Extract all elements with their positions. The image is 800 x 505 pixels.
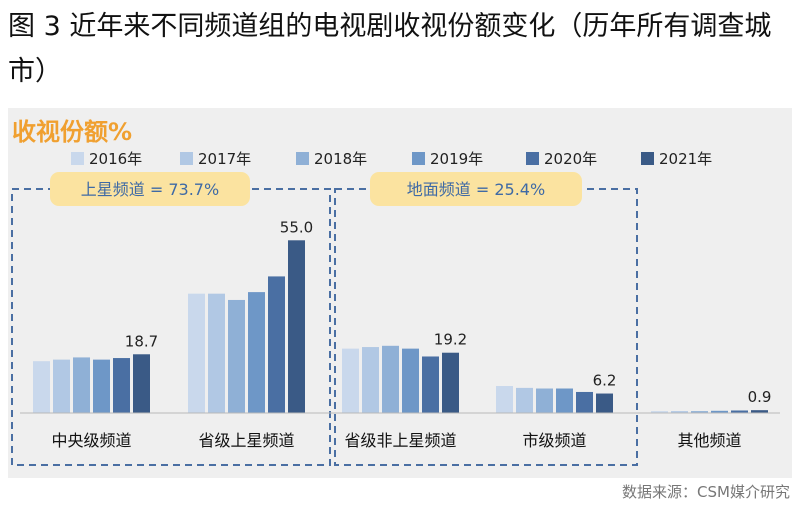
legend-swatch-1 [180,152,193,165]
data-label-2: 19.2 [434,331,467,349]
bar-3-2 [536,388,553,413]
legend-swatch-2 [296,152,309,165]
legend-label-0: 2016年 [89,150,142,168]
category-label-3: 市级频道 [522,431,586,450]
bar-1-3 [248,292,265,413]
bar-1-1 [208,293,225,413]
bar-1-4 [268,276,285,413]
bar-2-4 [422,356,439,413]
bar-2-3 [402,348,419,413]
annotation-text-0: 上星频道 = 73.7% [81,180,219,199]
bar-3-3 [556,388,573,413]
annotation-pill-0 [50,172,250,206]
bar-3-0 [496,385,513,413]
bar-2-2 [382,345,399,413]
legend-label-2: 2018年 [314,150,367,168]
bar-3-1 [516,387,533,413]
bar-2-5 [442,352,459,413]
legend-swatch-5 [641,152,654,165]
bar-1-5 [288,240,305,413]
bar-1-0 [188,293,205,413]
data-label-1: 55.0 [280,218,313,236]
chart-title: 收视份额% [12,118,132,146]
figure-title: 图 3 近年来不同频道组的电视剧收视份额变化（历年所有调查城市） [8,11,772,87]
chart-panel: 收视份额% 2016年 2017年 2018年 2019年 2020年 2021年上星频道 … [8,108,792,478]
bar-4-1 [671,411,688,413]
bar-1-2 [228,299,245,413]
bar-0-2 [73,357,90,413]
bar-0-4 [113,358,130,413]
category-label-4: 其他频道 [677,431,741,450]
legend-swatch-4 [526,152,539,165]
bar-4-4 [731,410,748,413]
data-label-3: 6.2 [593,372,617,390]
bar-chart: 收视份额% 2016年 2017年 2018年 2019年 2020年 2021年上星频道 … [11,118,780,466]
legend-swatch-0 [71,152,84,165]
legend-label-5: 2021年 [659,150,712,168]
group-box-1 [334,188,638,466]
legend-label-4: 2020年 [544,150,597,168]
category-label-2: 省级非上星频道 [344,431,456,450]
legend-swatch-3 [412,152,425,165]
category-label-0: 中央级频道 [51,431,131,450]
data-label-4: 0.9 [748,388,772,406]
legend-label-1: 2017年 [198,150,251,168]
bar-3-4 [576,391,593,413]
annotation-text-1: 地面频道 = 25.4% [407,180,545,199]
bar-4-5 [751,410,768,413]
annotation-pill-1 [370,172,582,206]
bar-3-5 [596,393,613,413]
bar-2-0 [342,348,359,413]
bar-0-1 [53,359,70,413]
bar-0-3 [93,359,110,413]
bar-2-1 [362,347,379,413]
category-label-1: 省级上星频道 [198,431,294,450]
source-note: 数据来源：CSM媒介研究 [622,483,790,501]
legend-label-3: 2019年 [430,150,483,168]
bar-4-3 [711,410,728,413]
bar-4-0 [651,411,668,413]
data-label-0: 18.7 [125,332,158,350]
bar-0-5 [133,354,150,413]
bar-4-2 [691,411,708,413]
bar-0-0 [33,361,50,413]
